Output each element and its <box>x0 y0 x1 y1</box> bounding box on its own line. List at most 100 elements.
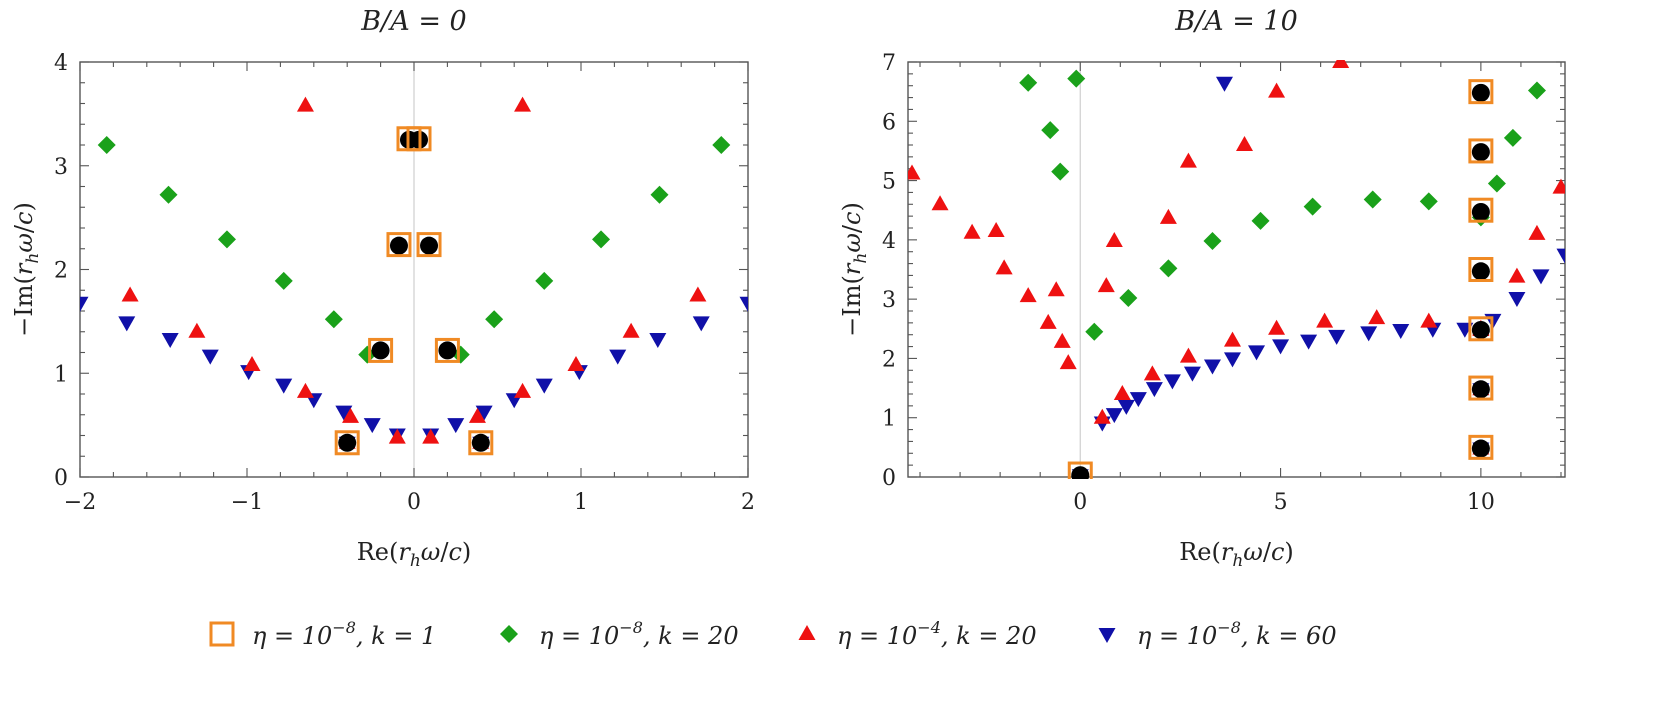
exact-point <box>1471 439 1490 458</box>
diamond-point <box>1303 197 1322 216</box>
square-point <box>1468 434 1494 460</box>
left-panel: B/A = 0 −2 −1 0 1 2 0 1 2 3 4 Re(rhω/c) −Im(rhω/c) <box>10 6 755 571</box>
legend-marker-square <box>209 621 235 647</box>
y-tick-label: 3 <box>882 288 896 313</box>
triangle-down-point <box>1248 345 1266 361</box>
exact-point <box>1471 320 1490 339</box>
diamond-point <box>274 271 293 290</box>
triangle-down-point <box>692 316 710 332</box>
triangle-up-point <box>1552 178 1565 194</box>
square-point <box>1067 461 1093 479</box>
right-panel: B/A = 10 0 5 10 0 1 2 3 4 5 6 7 Re(rhω/c) −Im(rhω/c) <box>838 6 1566 571</box>
triangle-up-point <box>908 164 921 180</box>
triangle-up-point <box>963 223 981 239</box>
triangle-up-point <box>1059 354 1077 370</box>
x-tick-label: 2 <box>741 490 755 515</box>
triangle-up-point <box>1105 232 1123 248</box>
triangle-up-point <box>388 428 406 444</box>
triangle-up-point <box>1047 281 1065 297</box>
square-point <box>334 430 360 456</box>
exact-point <box>371 341 390 360</box>
triangle-up-point <box>689 286 707 302</box>
legend-item: η = 10−4, k = 20 <box>798 618 1037 650</box>
triangle-up-point <box>931 195 949 211</box>
x-tick-label: 10 <box>1467 490 1495 515</box>
triangle-down-point <box>1129 392 1147 408</box>
exact-point <box>471 433 490 452</box>
y-tick-label: 7 <box>882 51 896 76</box>
exact-point <box>420 236 439 255</box>
y-tick-label: 6 <box>882 110 896 135</box>
triangle-up-point <box>1223 331 1241 347</box>
diamond-point <box>1527 81 1546 100</box>
triangle-down-point <box>535 378 553 394</box>
legend-marker-triangle-down <box>1098 628 1116 643</box>
exact-point <box>1471 143 1490 162</box>
square-point <box>386 232 412 258</box>
triangle-down-point <box>1215 76 1233 92</box>
triangle-down-point <box>1203 359 1221 375</box>
diamond-point <box>1251 211 1270 230</box>
triangle-down-point <box>1183 366 1201 382</box>
triangle-down-point <box>739 296 748 312</box>
diamond-point <box>1159 259 1178 278</box>
x-axis-label: Re(rhω/c) <box>357 538 472 571</box>
triangle-down-point <box>1300 334 1318 350</box>
x-tick-label: 0 <box>1073 490 1087 515</box>
triangle-up-point <box>1528 224 1546 240</box>
y-tick-label: 3 <box>54 155 68 180</box>
triangle-up-point <box>1316 312 1334 328</box>
square-point <box>1468 197 1494 223</box>
triangle-down-point <box>363 418 381 434</box>
diamond-point <box>1119 288 1138 307</box>
square-point <box>368 337 394 363</box>
triangle-up-point <box>188 322 206 338</box>
triangle-up-point <box>1039 313 1057 329</box>
legend-label: η = 10−8, k = 1 <box>252 618 436 650</box>
triangle-down-point <box>1392 323 1410 339</box>
y-tick-label: 1 <box>882 407 896 432</box>
y-tick-label: 2 <box>54 259 68 284</box>
exact-point <box>338 433 357 452</box>
triangle-up-point <box>1019 287 1037 303</box>
diamond-point <box>1019 73 1038 92</box>
diamond-point <box>485 310 504 329</box>
diamond-point <box>217 230 236 249</box>
diamond-point <box>1051 162 1070 181</box>
exact-point <box>1471 83 1490 102</box>
triangle-down-point <box>447 418 465 434</box>
diamond-point <box>1041 121 1060 140</box>
x-tick-label: 5 <box>1274 490 1288 515</box>
triangle-up-point <box>243 355 261 371</box>
legend-marker-triangle-up <box>798 625 816 640</box>
legend-label: η = 10−8, k = 60 <box>1137 618 1337 650</box>
square-point <box>1468 375 1494 401</box>
y-axis-label: −Im(rhω/c) <box>10 202 43 337</box>
square-point <box>1468 316 1494 342</box>
triangle-up-point <box>1332 60 1350 68</box>
x-tick-label: 1 <box>574 490 588 515</box>
triangle-down-point <box>1223 352 1241 368</box>
y-tick-label: 0 <box>54 466 68 491</box>
triangle-down-point <box>1328 329 1346 345</box>
triangle-down-point <box>475 405 493 421</box>
triangle-down-point <box>275 378 293 394</box>
triangle-down-point <box>1163 374 1181 390</box>
triangle-up-point <box>1236 136 1254 151</box>
triangle-up-point <box>514 382 532 398</box>
legend-item: η = 10−8, k = 20 <box>500 618 739 650</box>
square-point <box>416 232 442 258</box>
triangle-down-point <box>201 349 219 365</box>
triangle-up-point <box>1268 82 1286 98</box>
square-point <box>1468 138 1494 164</box>
legend-label: η = 10−8, k = 20 <box>539 618 739 650</box>
exact-point <box>1471 202 1490 221</box>
x-tick-label: 0 <box>407 490 421 515</box>
diamond-point <box>1363 190 1382 209</box>
y-tick-label: 0 <box>882 466 896 491</box>
plot-frame <box>907 61 1566 478</box>
triangle-up-point <box>1097 277 1115 293</box>
diamond-point <box>1503 128 1522 147</box>
triangle-up-point <box>342 407 360 423</box>
